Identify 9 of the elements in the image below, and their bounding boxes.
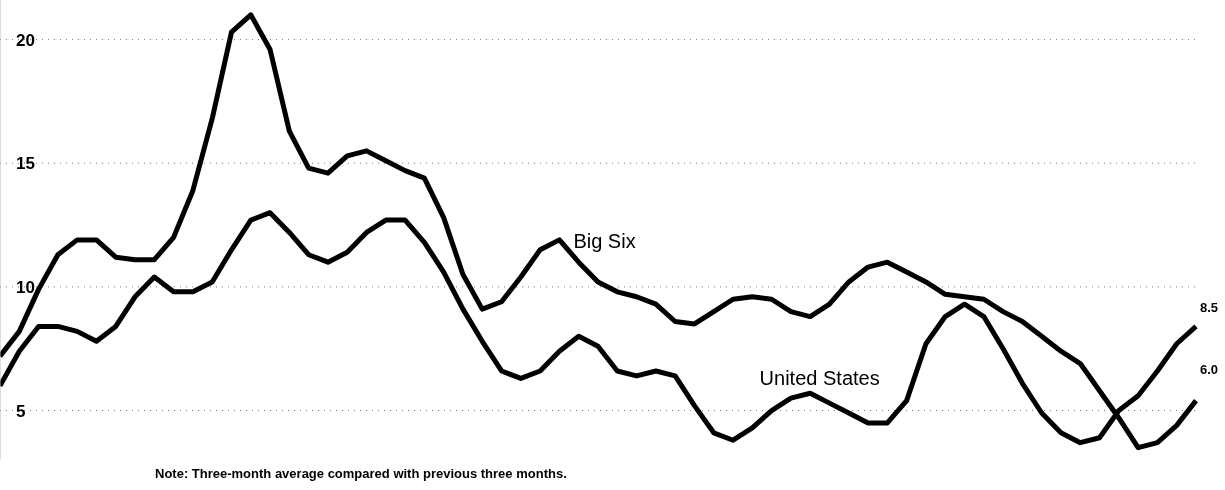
- text: 8.5: [1200, 300, 1219, 315]
- y-tick-label: 15: [16, 154, 35, 174]
- series-label: United States: [759, 366, 880, 389]
- y-tick-label: 20: [16, 30, 35, 50]
- text: Note: Three-month average compared with previous three months.: [155, 466, 567, 481]
- text: 6.0: [1200, 362, 1219, 377]
- y-tick-label: 10: [16, 277, 35, 297]
- y-tick-label: 5: [16, 401, 26, 421]
- series-label: Big Six: [573, 229, 636, 252]
